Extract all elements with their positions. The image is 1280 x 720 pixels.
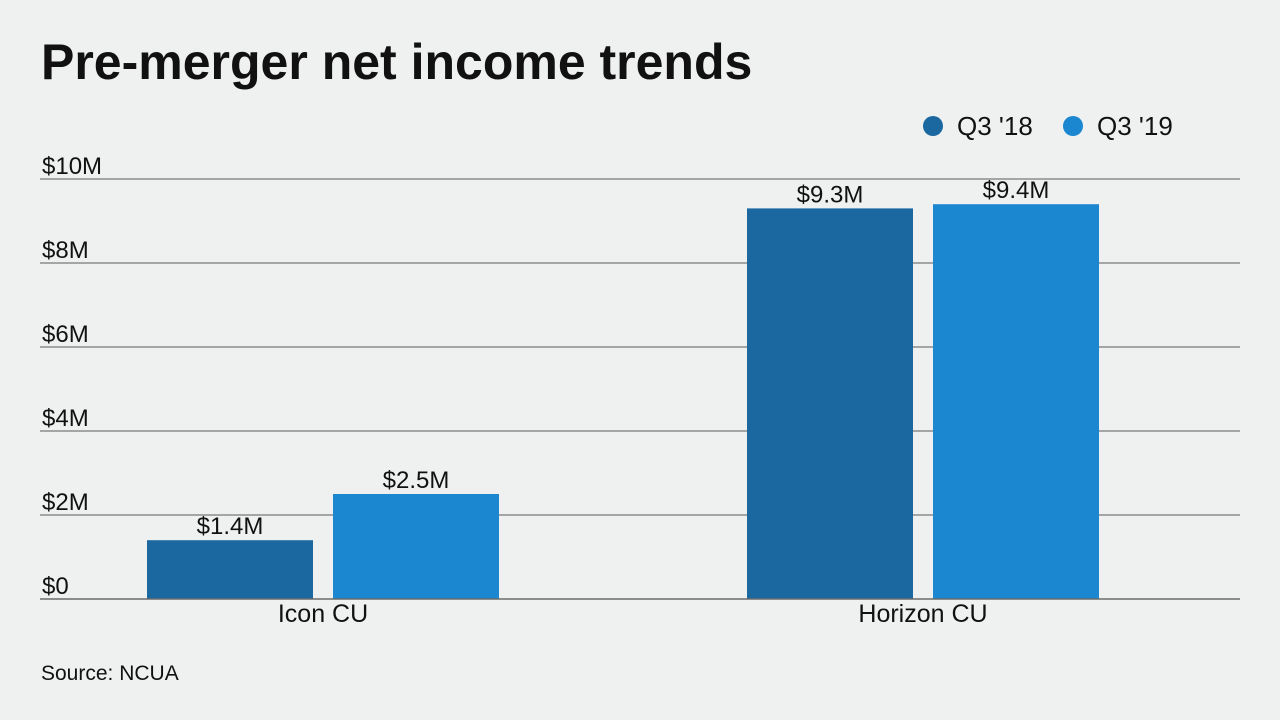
legend-label-1: Q3 '19	[1097, 111, 1173, 141]
y-tick-label: $2M	[42, 489, 89, 516]
bar-horizon-cu-series-1	[933, 204, 1099, 599]
bars	[147, 204, 1099, 599]
data-label: $1.4M	[197, 513, 264, 540]
x-category-label: Horizon CU	[858, 600, 987, 628]
y-tick-label: $0	[42, 573, 69, 600]
y-tick-label: $4M	[42, 405, 89, 432]
legend: Q3 '18 Q3 '19	[923, 111, 1173, 141]
chart-title: Pre-merger net income trends	[41, 34, 752, 90]
x-category-label: Icon CU	[278, 600, 368, 628]
data-label: $9.3M	[797, 181, 864, 208]
source-note: Source: NCUA	[41, 662, 179, 685]
y-tick-label: $6M	[42, 321, 89, 348]
legend-swatch-1	[1063, 116, 1083, 136]
axes: $0 $2M $4M $6M $8M $10M Icon CU Horizon CU	[40, 153, 1240, 628]
value-labels: $1.4M $2.5M $9.3M $9.4M	[197, 177, 1050, 540]
data-label: $2.5M	[383, 467, 450, 494]
bar-icon-cu-series-1	[333, 494, 499, 599]
legend-label-0: Q3 '18	[957, 111, 1033, 141]
data-label: $9.4M	[983, 177, 1050, 204]
y-tick-label: $10M	[42, 153, 102, 180]
legend-swatch-0	[923, 116, 943, 136]
bar-horizon-cu-series-0	[747, 208, 913, 599]
y-tick-label: $8M	[42, 237, 89, 264]
bar-icon-cu-series-0	[147, 540, 313, 599]
